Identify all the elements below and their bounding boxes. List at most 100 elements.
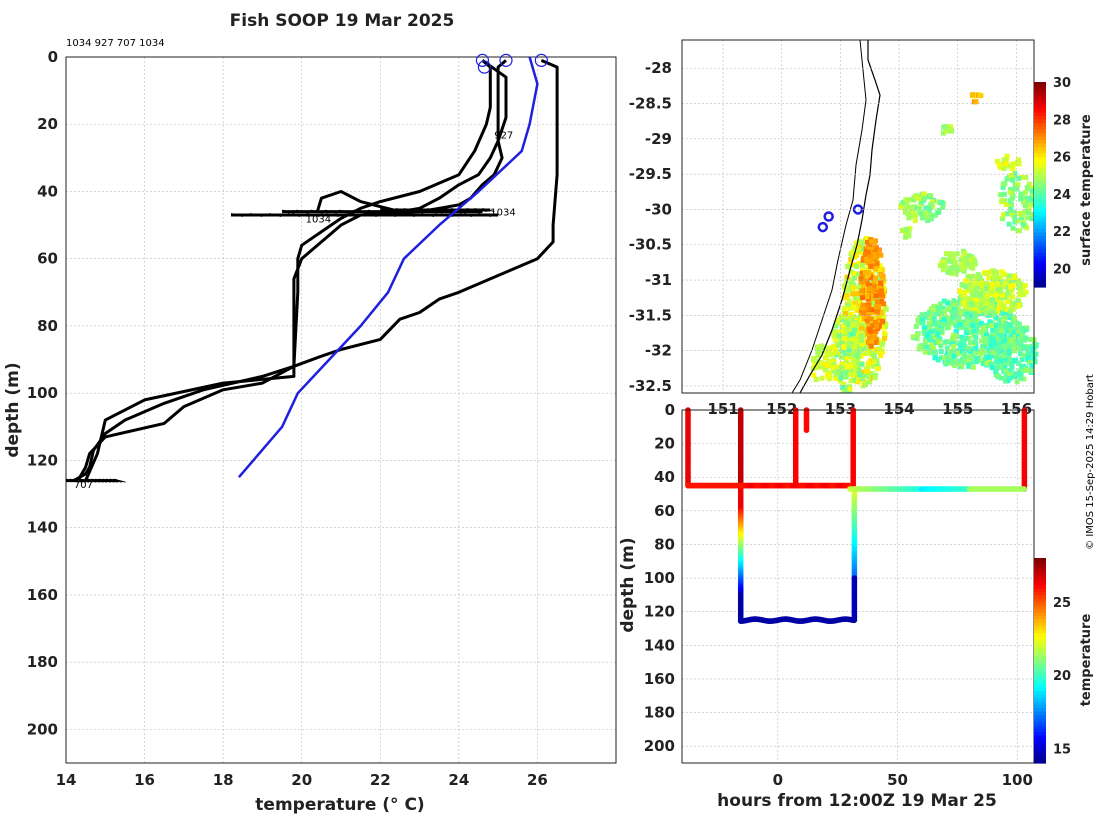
sst-cell bbox=[995, 361, 1001, 367]
x-tick-label: 14 bbox=[56, 771, 77, 789]
temp-colorbar-segment bbox=[1034, 681, 1046, 686]
sst-cell bbox=[874, 366, 880, 372]
sst-cell bbox=[980, 344, 986, 350]
sst-cell bbox=[838, 313, 844, 319]
sst-cell bbox=[1001, 352, 1007, 357]
temp-colorbar-segment bbox=[1034, 626, 1046, 631]
sst-cell bbox=[900, 199, 906, 205]
sst-cell bbox=[967, 325, 973, 331]
sst-cell bbox=[969, 353, 975, 359]
sst-cell bbox=[946, 126, 952, 132]
sst-cell bbox=[955, 306, 961, 312]
sst-cell bbox=[859, 270, 865, 276]
sst-cell bbox=[984, 332, 989, 338]
sst-cell bbox=[956, 315, 962, 321]
sst-cell bbox=[952, 359, 958, 365]
sst-cell bbox=[833, 323, 839, 329]
sst-cell bbox=[941, 298, 947, 304]
coastline bbox=[799, 40, 881, 394]
sst-cell bbox=[1006, 290, 1011, 296]
temp-colorbar-segment bbox=[1034, 605, 1046, 610]
sst-cell bbox=[961, 268, 967, 274]
sst-cell bbox=[1003, 347, 1009, 353]
sst-cell bbox=[975, 322, 981, 328]
sst-cell bbox=[871, 355, 877, 361]
sst-cell bbox=[1002, 181, 1008, 187]
y-tick-label: 120 bbox=[27, 451, 58, 469]
temp-colorbar-segment bbox=[1034, 732, 1046, 737]
section-y-tick-label: 40 bbox=[654, 468, 675, 486]
sst-cell bbox=[1002, 327, 1008, 333]
sst-cell bbox=[1030, 188, 1036, 194]
sst-cell bbox=[823, 366, 829, 372]
sst-cell bbox=[1011, 210, 1017, 216]
sst-cell bbox=[843, 320, 849, 325]
sst-cell bbox=[961, 341, 967, 347]
sst-cell bbox=[983, 336, 989, 342]
temp-colorbar-segment bbox=[1034, 588, 1046, 593]
sst-cell bbox=[876, 284, 882, 290]
sst-cell bbox=[933, 327, 939, 333]
sst-cell bbox=[882, 288, 887, 294]
sst-cell bbox=[1002, 291, 1008, 297]
sst-cell bbox=[1010, 340, 1016, 346]
sst-cell bbox=[947, 318, 953, 324]
sst-cell bbox=[929, 342, 935, 348]
sst-cell bbox=[1010, 282, 1016, 288]
sst-cell bbox=[819, 361, 824, 367]
sst-cell bbox=[848, 378, 854, 384]
sst-cell bbox=[932, 321, 938, 327]
sst-cell bbox=[881, 314, 887, 320]
x-tick-label: 26 bbox=[527, 771, 548, 789]
sst-cell bbox=[1017, 351, 1023, 357]
sst-cell bbox=[963, 278, 969, 284]
sst-cell bbox=[993, 330, 999, 336]
sst-cell bbox=[855, 244, 861, 250]
sst-cell bbox=[854, 291, 860, 296]
temp-colorbar-segment bbox=[1034, 722, 1046, 727]
sst-cell bbox=[950, 270, 956, 276]
sst-cell bbox=[1027, 202, 1033, 208]
sst-cell bbox=[941, 317, 947, 322]
sst-colorbar-segment bbox=[1034, 208, 1046, 213]
sst-cell bbox=[858, 353, 864, 359]
temp-colorbar-segment bbox=[1034, 595, 1046, 600]
sst-cell bbox=[924, 332, 930, 338]
temp-colorbar-segment bbox=[1034, 698, 1046, 703]
sst-cell bbox=[869, 339, 875, 345]
sst-colorbar-segment bbox=[1034, 88, 1046, 93]
sst-colorbar-segment bbox=[1034, 82, 1046, 87]
sst-cell bbox=[966, 363, 972, 369]
sst-cell bbox=[1019, 364, 1025, 370]
sst-cell bbox=[966, 286, 972, 292]
sst-cell bbox=[916, 315, 922, 321]
sst-cell bbox=[987, 319, 993, 325]
sst-cell bbox=[974, 298, 980, 303]
sst-cell bbox=[927, 337, 933, 343]
sst-cell bbox=[1028, 195, 1034, 201]
sst-cell bbox=[1011, 334, 1016, 340]
sst-cell bbox=[864, 236, 870, 241]
sst-cell bbox=[993, 314, 999, 320]
sst-cell bbox=[868, 264, 874, 270]
sst-cell bbox=[851, 304, 856, 310]
spike-tick bbox=[95, 478, 108, 483]
sst-cell bbox=[940, 267, 946, 273]
sst-cell bbox=[1019, 174, 1025, 180]
sst-cell bbox=[970, 273, 976, 279]
sst-cell bbox=[1001, 315, 1007, 321]
sst-cell bbox=[995, 308, 1001, 314]
sst-cell bbox=[993, 322, 999, 328]
sst-cell bbox=[1021, 199, 1026, 205]
y-tick-label: 100 bbox=[27, 384, 58, 402]
sst-cell bbox=[998, 164, 1003, 170]
temp-colorbar-segment bbox=[1034, 684, 1046, 689]
sst-cell bbox=[1011, 329, 1017, 335]
temp-colorbar-segment bbox=[1034, 622, 1046, 627]
sst-cell bbox=[950, 320, 956, 326]
temp-colorbar-segment bbox=[1034, 725, 1046, 730]
sst-colorbar-segment bbox=[1034, 109, 1046, 114]
sst-cell bbox=[998, 289, 1004, 295]
sst-cell bbox=[940, 322, 946, 327]
sst-cell bbox=[1004, 299, 1010, 305]
